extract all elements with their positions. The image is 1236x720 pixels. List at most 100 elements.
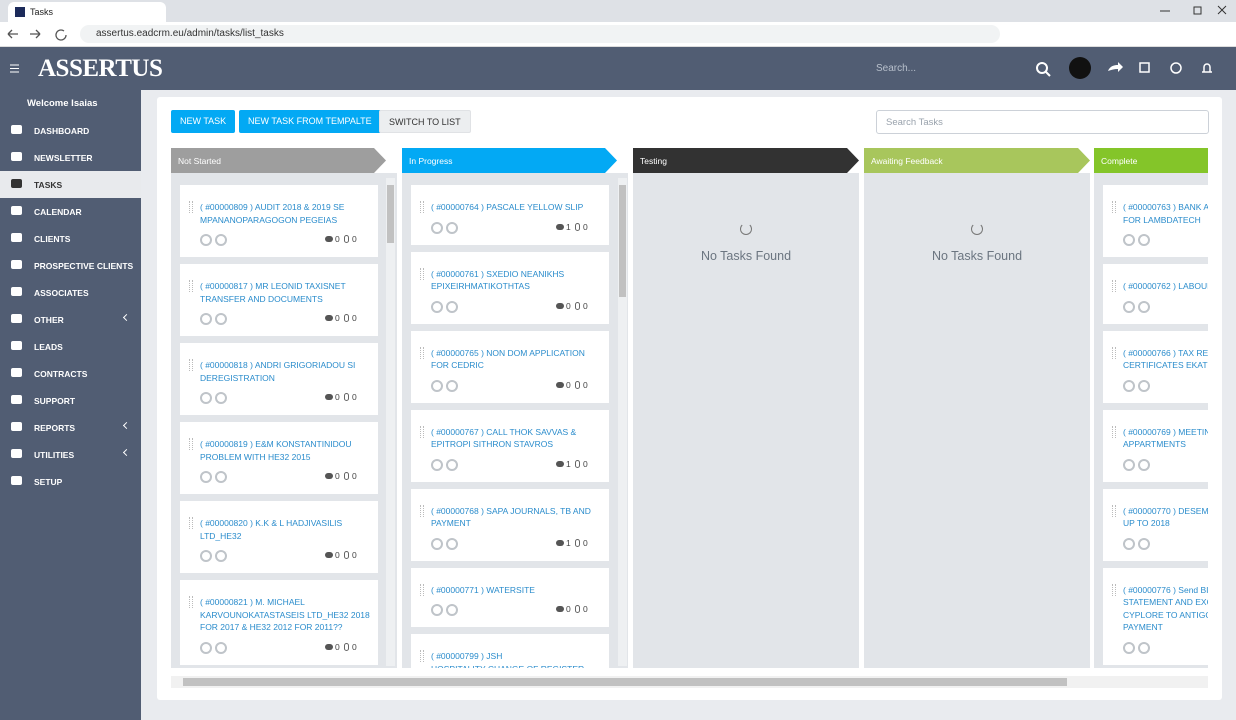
menu-item[interactable]: ASSOCIATES: [0, 279, 141, 306]
drag-handle[interactable]: [420, 201, 424, 213]
task-title[interactable]: EPITROPI SITHRON STAVROS: [431, 439, 554, 449]
task-card[interactable]: ( #00000766 ) TAX RE CERTIFICATES EKATEI: [1103, 330, 1208, 403]
v-scrollbar[interactable]: [618, 178, 627, 666]
drag-handle[interactable]: [420, 504, 424, 517]
task-title[interactable]: STATEMENT AND EXC: [1123, 597, 1208, 607]
nav-buttons[interactable]: [6, 27, 70, 41]
task-title[interactable]: CYPLORE TO ANTIGON: [1123, 609, 1208, 620]
task-title[interactable]: ( #00000762 ) LABOUI: [1123, 281, 1208, 291]
task-title[interactable]: ( #00000820 ) K.K & L HADJIVASILIS: [200, 518, 343, 528]
drag-handle[interactable]: [189, 280, 193, 292]
menu-item[interactable]: CLIENTS: [0, 225, 141, 252]
task-card[interactable]: ( #00000821 ) M. MICHAEL KARVOUNOKATASTAS…: [180, 580, 378, 665]
drag-handle[interactable]: [189, 438, 193, 450]
task-title[interactable]: KARVOUNOKATASTASEIS LTD_HE32 2018: [200, 609, 370, 620]
task-title[interactable]: CERTIFICATES EKATEI: [1123, 360, 1208, 370]
task-title[interactable]: LTD_HE32: [200, 530, 242, 541]
drag-handle[interactable]: [1112, 201, 1116, 213]
task-card[interactable]: ( #00000767 ) CALL THOK SAVVAS & EPITROPI…: [411, 409, 609, 482]
task-title[interactable]: ( #00000770 ) DESEM: [1123, 505, 1208, 516]
menu-item[interactable]: SETUP: [0, 468, 141, 495]
task-title[interactable]: ( #00000819 ) E&M KONSTANTINIDOU: [200, 439, 352, 449]
task-title[interactable]: PAYMENT: [431, 518, 471, 528]
h-scrollbar[interactable]: [171, 676, 1208, 688]
task-title[interactable]: ( #00000769 ) MEETIN: [1123, 426, 1208, 437]
task-title[interactable]: ( #00000768 ) SAPA JOURNALS, TB AND: [431, 505, 591, 516]
task-card[interactable]: ( #00000771 ) WATERSITE 0 0: [411, 567, 609, 627]
drag-handle[interactable]: [420, 425, 424, 438]
drag-handle[interactable]: [189, 359, 193, 371]
task-card[interactable]: ( #00000764 ) PASCALE YELLOW SLIP 1 0: [411, 185, 609, 245]
task-title[interactable]: FOR 2017 & HE32 2012 FOR 2011??: [200, 622, 343, 632]
task-title[interactable]: TRANSFER AND DOCUMENTS: [200, 293, 323, 304]
task-title[interactable]: UP TO 2018: [1123, 518, 1170, 528]
menu-item[interactable]: CALENDAR: [0, 198, 141, 225]
menu-item[interactable]: PROSPECTIVE CLIENTS: [0, 252, 141, 279]
drag-handle[interactable]: [1112, 425, 1116, 438]
task-title[interactable]: DEREGISTRATION: [200, 372, 275, 383]
v-scrollbar[interactable]: [386, 178, 395, 666]
task-title[interactable]: ( #00000761 ) SXEDIO NEANIKHS: [431, 268, 565, 279]
task-card[interactable]: ( #00000770 ) DESEM UP TO 2018: [1103, 488, 1208, 561]
menu-item[interactable]: OTHER: [0, 306, 141, 333]
drag-handle[interactable]: [420, 650, 424, 662]
task-card[interactable]: ( #00000763 ) BANK A FOR LAMBDATECH: [1103, 185, 1208, 257]
drag-handle[interactable]: [189, 201, 193, 213]
task-title[interactable]: ( #00000771 ) WATERSITE: [431, 584, 535, 595]
task-card[interactable]: ( #00000776 ) Send BI STATEMENT AND EXC CY…: [1103, 567, 1208, 665]
logo[interactable]: ASSERTUS: [38, 55, 163, 82]
task-title[interactable]: APPARTMENTS: [1123, 439, 1186, 449]
task-title[interactable]: ( #00000817 ) MR LEONID TAXISNET: [200, 281, 346, 291]
drag-handle[interactable]: [1112, 280, 1116, 292]
task-title[interactable]: ( #00000764 ) PASCALE YELLOW SLIP: [431, 202, 584, 212]
drag-handle[interactable]: [1112, 504, 1116, 517]
menu-item[interactable]: REPORTS: [0, 414, 141, 441]
task-title[interactable]: ( #00000818 ) ANDRI GRIGORIADOU SI: [200, 360, 356, 370]
h-scroll-thumb[interactable]: [183, 678, 1067, 686]
task-card[interactable]: ( #00000809 ) AUDIT 2018 & 2019 SE MPANAN…: [180, 185, 378, 257]
drag-handle[interactable]: [189, 517, 193, 529]
task-title[interactable]: ( #00000821 ) M. MICHAEL: [200, 597, 305, 607]
menu-item[interactable]: NEWSLETTER: [0, 144, 141, 171]
task-title[interactable]: ( #00000799 ) JSH: [431, 651, 503, 661]
task-card[interactable]: ( #00000817 ) MR LEONID TAXISNET TRANSFER…: [180, 264, 378, 336]
task-title[interactable]: EPIXEIRHMATIKOTHTAS: [431, 281, 530, 291]
task-card[interactable]: ( #00000818 ) ANDRI GRIGORIADOU SI DEREGI…: [180, 343, 378, 415]
drag-handle[interactable]: [1112, 583, 1116, 596]
search-tasks[interactable]: Search Tasks: [876, 110, 1209, 134]
v-scroll-thumb[interactable]: [619, 185, 626, 297]
menu-item[interactable]: UTILITIES: [0, 441, 141, 468]
button[interactable]: NEW TASK FROM TEMPALTE: [239, 110, 381, 133]
menu-item[interactable]: DASHBOARD: [0, 117, 141, 144]
task-title[interactable]: ( #00000776 ) Send BI: [1123, 584, 1208, 595]
task-card[interactable]: ( #00000820 ) K.K & L HADJIVASILIS LTD_HE…: [180, 501, 378, 573]
browser-tab[interactable]: Tasks: [8, 2, 166, 22]
drag-handle[interactable]: [420, 346, 424, 359]
task-card[interactable]: ( #00000799 ) JSH HOSPITALITY CHANGE OF R…: [411, 634, 609, 668]
v-scroll-thumb[interactable]: [387, 185, 394, 243]
task-card[interactable]: ( #00000765 ) NON DOM APPLICATION FOR CED…: [411, 330, 609, 403]
menu-item[interactable]: LEADS: [0, 333, 141, 360]
drag-handle[interactable]: [189, 596, 193, 608]
task-card[interactable]: ( #00000819 ) E&M KONSTANTINIDOU PROBLEM …: [180, 422, 378, 494]
task-title[interactable]: ( #00000766 ) TAX RE: [1123, 347, 1208, 358]
menu-item[interactable]: SUPPORT: [0, 387, 141, 414]
task-title[interactable]: HOSPITALITY CHANGE OF REGISTER: [431, 663, 601, 669]
task-card[interactable]: ( #00000769 ) MEETIN APPARTMENTS: [1103, 409, 1208, 482]
task-title[interactable]: MPANANOPARAGOGON PEGEIAS: [200, 214, 338, 225]
button[interactable]: NEW TASK: [171, 110, 236, 133]
task-card[interactable]: ( #00000762 ) LABOUI: [1103, 264, 1208, 324]
task-title[interactable]: PAYMENT: [1123, 622, 1163, 632]
task-title[interactable]: ( #00000763 ) BANK A: [1123, 202, 1208, 212]
task-title[interactable]: ( #00000767 ) CALL THOK SAVVAS &: [431, 426, 577, 437]
task-card[interactable]: ( #00000768 ) SAPA JOURNALS, TB AND PAYME…: [411, 488, 609, 561]
task-card[interactable]: ( #00000761 ) SXEDIO NEANIKHS EPIXEIRHMAT…: [411, 251, 609, 324]
header-search[interactable]: Search...: [876, 63, 917, 74]
menu-item[interactable]: TASKS: [0, 171, 141, 198]
task-title[interactable]: ( #00000765 ) NON DOM APPLICATION: [431, 347, 585, 358]
menu-item[interactable]: CONTRACTS: [0, 360, 141, 387]
task-title[interactable]: FOR LAMBDATECH: [1123, 214, 1201, 225]
menu-toggle[interactable]: [10, 64, 20, 73]
drag-handle[interactable]: [420, 583, 424, 596]
drag-handle[interactable]: [420, 267, 424, 280]
